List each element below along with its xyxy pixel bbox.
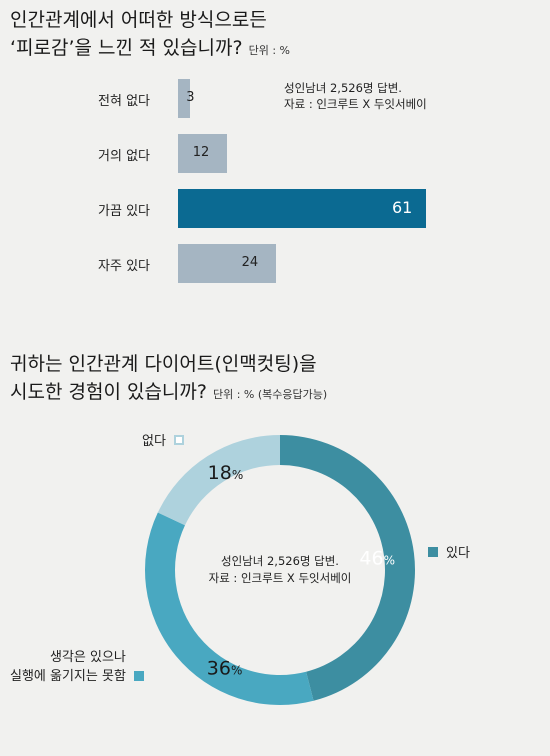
bar-chart-title-line2: ‘피로감’을 느낀 적 있습니까? 단위 : % (10, 34, 290, 65)
donut-center-note-line2: 자료 : 인크루트 X 두잇서베이 (209, 571, 352, 585)
donut-chart-title: 귀하는 인간관계 다이어트(인맥컷팅)을 시도한 경험이 있습니까? 단위 : %… (10, 350, 327, 409)
legend-yes-swatch (428, 546, 438, 557)
donut-chart-title-line2-text: 시도한 경험이 있습니까? (10, 381, 207, 403)
legend-tried-swatch (133, 671, 144, 681)
donut-slice-yes (280, 435, 416, 701)
legend-tried-label-line2: 실행에 옮기지는 못함 (10, 669, 126, 684)
donut-slice-no (157, 435, 280, 526)
bar-chart-title: 인간관계에서 어떠한 방식으로든 ‘피로감’을 느낀 적 있습니까? 단위 : % (10, 6, 290, 65)
bar-chart-title-line1: 인간관계에서 어떠한 방식으로든 (10, 9, 267, 31)
legend-tried: 생각은 있으나 실행에 옮기지는 못함 (10, 648, 144, 686)
donut-chart-title-line2: 시도한 경험이 있습니까? 단위 : % (복수응답가능) (10, 378, 327, 409)
bar (178, 134, 227, 173)
bar-chart-source-note: 성인남녀 2,526명 답변. 자료 : 인크루트 X 두잇서베이 (284, 80, 427, 112)
bar-value-label: 61 (392, 198, 413, 217)
legend-no-swatch (173, 434, 184, 445)
bar-value-label: 3 (186, 90, 195, 105)
legend-tried-label-line1: 생각은 있으나 (50, 650, 126, 665)
bar-category-label: 가끔 있다 (98, 204, 150, 219)
donut-percent-label: 46% (359, 548, 395, 570)
donut-slice-tried (144, 512, 314, 705)
bar (178, 189, 426, 228)
bar-value-label: 12 (192, 145, 210, 160)
bar-chart-note-line1: 성인남녀 2,526명 답변. (284, 81, 402, 95)
bar-category-label: 자주 있다 (98, 259, 150, 274)
bar-chart-note-line2: 자료 : 인크루트 X 두잇서베이 (284, 97, 427, 111)
donut-percent-label: 36% (207, 657, 243, 679)
legend-yes: 있다 (428, 542, 470, 561)
donut-percent-label: 18% (208, 462, 244, 484)
donut-center-note-line1: 성인남녀 2,526명 답변. (221, 554, 339, 568)
bar (178, 244, 276, 283)
bar-category-label: 전혀 없다 (98, 94, 150, 109)
legend-tried-text: 생각은 있으나 실행에 옮기지는 못함 (10, 648, 126, 686)
bar-chart-unit: 단위 : % (248, 44, 290, 57)
legend-no: 없다 (142, 430, 184, 449)
legend-no-label: 없다 (142, 434, 166, 449)
bar (178, 79, 191, 118)
donut-chart-title-line1: 귀하는 인간관계 다이어트(인맥컷팅)을 (10, 353, 317, 375)
bar-value-label: 24 (241, 255, 259, 270)
legend-yes-label: 있다 (446, 546, 470, 561)
bar-chart-title-line2-text: ‘피로감’을 느낀 적 있습니까? (10, 37, 243, 59)
donut-chart-unit: 단위 : % (복수응답가능) (212, 388, 328, 401)
bar-category-label: 거의 없다 (98, 149, 150, 164)
